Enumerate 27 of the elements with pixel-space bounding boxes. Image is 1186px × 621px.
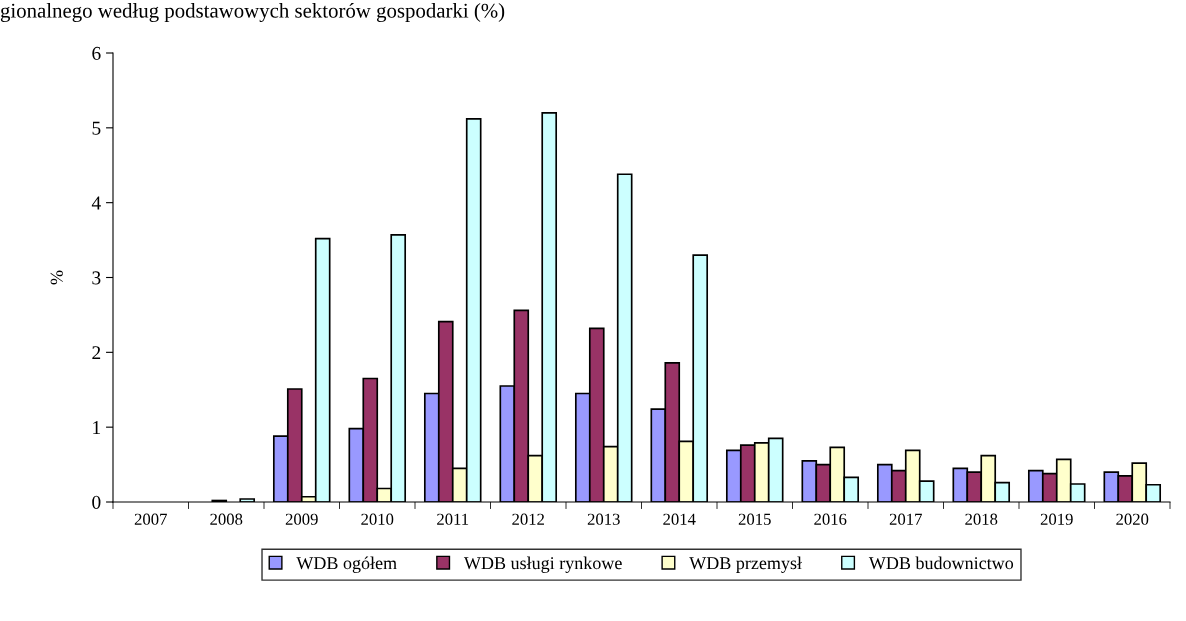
- y-tick-label: 2: [92, 346, 101, 360]
- y-tick-label: 4: [91, 196, 101, 210]
- y-tick-label: 0: [92, 495, 101, 509]
- x-tick-label: 2010: [361, 513, 394, 525]
- x-tick-label: 2012: [512, 513, 544, 525]
- legend-label: WDB usługi rynkowe: [463, 556, 622, 573]
- y-tick-label: 3: [92, 271, 101, 285]
- y-axis-title: %: [50, 270, 63, 285]
- y-tick-label: 6: [92, 46, 101, 60]
- legend-label: WDB ogółem: [296, 556, 397, 573]
- y-tick-label: 5: [92, 121, 101, 135]
- x-tick-label: 2018: [965, 513, 998, 525]
- x-tick-label: 2013: [587, 513, 620, 525]
- x-tick-label: 2020: [1116, 513, 1149, 525]
- chart-title: gionalnego według podstawowych sektorów gospodarki (%): [0, 3, 505, 22]
- x-tick-label: 2011: [437, 513, 469, 525]
- legend-label: WDB przemysł: [689, 556, 802, 573]
- x-tick-label: 2014: [663, 513, 696, 525]
- y-tick-label: 1: [93, 421, 101, 434]
- legend-label: WDB budownictwo: [868, 556, 1014, 570]
- x-tick-label: 2016: [814, 513, 847, 525]
- x-tick-label: 2007: [134, 513, 167, 525]
- x-tick-label: 2009: [285, 513, 318, 525]
- x-tick-label: 2019: [1040, 513, 1073, 525]
- x-tick-label: 2015: [738, 513, 771, 525]
- x-tick-label: 2017: [889, 513, 922, 525]
- x-tick-label: 2008: [210, 513, 243, 525]
